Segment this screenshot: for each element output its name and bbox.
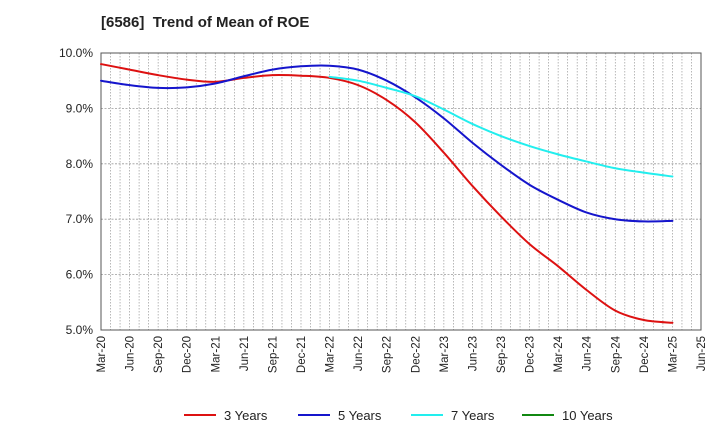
x-tick-label: Dec-20 (182, 336, 194, 373)
plot-area (100, 52, 702, 331)
legend-label-3-years: 3 Years (224, 408, 268, 423)
y-axis: 5.0% 6.0% 7.0% 8.0% 9.0% 10.0% (59, 46, 93, 337)
x-tick-label: Sep-21 (267, 336, 279, 373)
x-tick-label: Mar-23 (439, 336, 451, 372)
x-tick-label: Jun-24 (582, 335, 594, 371)
y-tick-label: 6.0% (66, 268, 94, 282)
x-tick-label: Mar-22 (325, 336, 337, 372)
chart-title: [6586] Trend of Mean of ROE (101, 14, 310, 31)
x-tick-label: Sep-20 (153, 336, 165, 373)
x-tick-label: Jun-21 (239, 336, 251, 371)
x-axis: Mar-20 Jun-20 Sep-20 Dec-20 Mar-21 Jun-21 Sep-… (96, 335, 708, 373)
legend-label-10-years: 10 Years (562, 408, 613, 423)
y-tick-label: 10.0% (59, 46, 93, 60)
x-tick-label: Jun-20 (125, 336, 137, 371)
x-tick-label: Jun-25 (696, 336, 708, 371)
x-tick-label: Mar-24 (553, 335, 565, 372)
y-tick-label: 9.0% (66, 101, 94, 115)
y-tick-label: 7.0% (66, 212, 94, 226)
series-lines (100, 63, 674, 324)
x-tick-label: Mar-25 (667, 336, 679, 372)
series-line-7-years (328, 75, 674, 178)
y-tick-label: 5.0% (66, 323, 94, 337)
x-tick-label: Mar-21 (210, 336, 222, 372)
series-line-3-years (100, 63, 674, 324)
legend-label-7-years: 7 Years (451, 408, 495, 423)
x-tick-label: Mar-20 (96, 336, 108, 372)
x-tick-label: Sep-23 (496, 336, 508, 373)
x-tick-label: Dec-23 (525, 336, 537, 373)
x-tick-label: Dec-24 (639, 335, 651, 373)
x-tick-label: Sep-24 (610, 335, 622, 373)
legend-label-5-years: 5 Years (338, 408, 382, 423)
x-tick-label: Dec-22 (410, 336, 422, 373)
x-tick-label: Sep-22 (382, 336, 394, 373)
y-tick-label: 8.0% (66, 157, 94, 171)
grid (101, 53, 701, 330)
x-tick-label: Jun-23 (467, 336, 479, 371)
legend: 3 Years 5 Years 7 Years 10 Years (184, 408, 613, 423)
x-tick-label: Dec-21 (296, 336, 308, 373)
x-tick-label: Jun-22 (353, 336, 365, 371)
series-line-5-years (100, 64, 674, 223)
